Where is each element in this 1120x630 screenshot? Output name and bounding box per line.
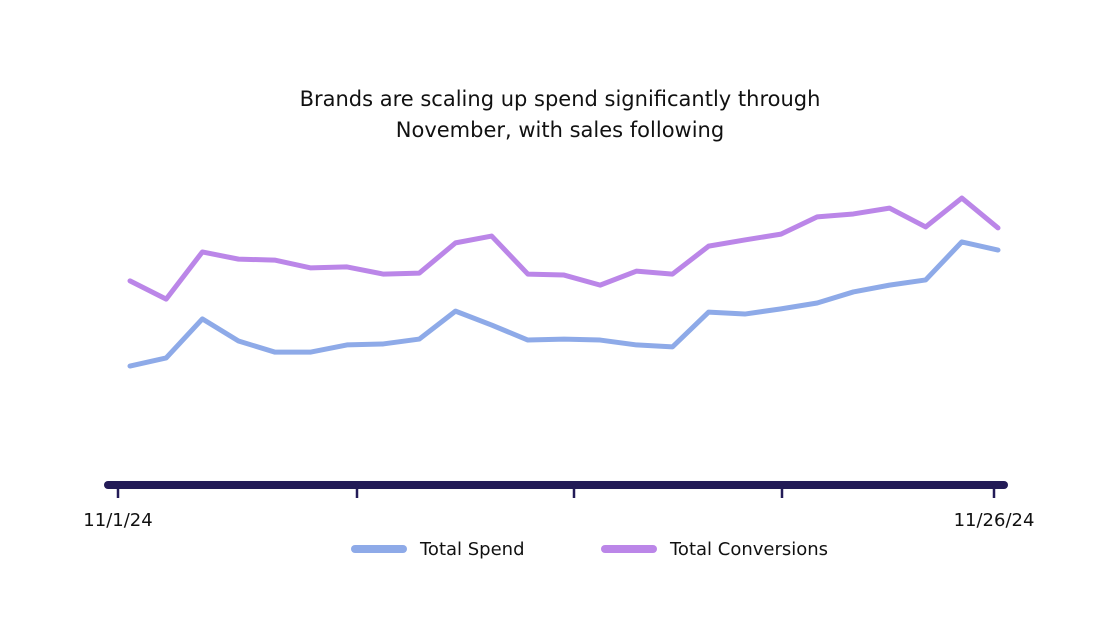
line-series bbox=[127, 195, 1001, 302]
chart-title: Brands are scaling up spend significantl… bbox=[299, 87, 821, 142]
legend-label: Total Spend bbox=[419, 539, 525, 560]
x-tick-label: 11/26/24 bbox=[954, 510, 1035, 531]
x-tick-label: 11/1/24 bbox=[83, 510, 152, 531]
line-series bbox=[127, 239, 1001, 369]
legend-label: Total Conversions bbox=[669, 539, 828, 560]
x-ticks bbox=[116, 485, 996, 498]
